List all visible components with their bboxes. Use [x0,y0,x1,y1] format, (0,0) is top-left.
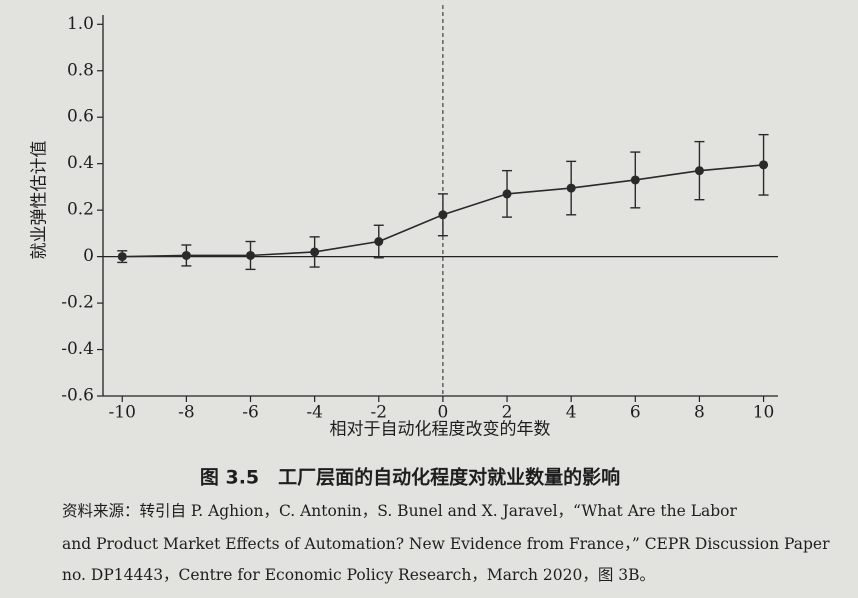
x-axis-label: 相对于自动化程度改变的年数 [330,420,551,440]
x-tick-label: 6 [630,403,641,423]
source-line: no. DP14443，Centre for Economic Policy R… [62,566,655,584]
x-tick-label: -4 [306,403,323,423]
y-tick-label: -0.4 [61,339,94,359]
y-axis-label: 就业弹性估计值 [30,141,50,260]
point [181,250,191,260]
source-line: and Product Market Effects of Automation… [62,535,830,553]
figure-caption: 图 3.5 工厂层面的自动化程度对就业数量的影响 [200,466,620,489]
point [566,183,576,193]
y-tick-label: 0.6 [67,107,94,127]
point [438,210,448,220]
x-tick-label: -10 [109,403,136,423]
y-tick-label: 1.0 [67,14,94,34]
point [502,189,512,199]
x-tick-label: 8 [694,403,705,423]
point [630,175,640,185]
y-tick-label: 0.4 [67,153,94,173]
point [374,237,384,247]
x-tick-label: 0 [437,403,448,423]
x-tick-label: -8 [178,403,195,423]
source-line: 资料来源：转引自 P. Aghion，C. Antonin，S. Bunel a… [62,502,738,520]
x-tick-label: -6 [242,403,259,423]
y-tick-label: 0.2 [67,200,94,220]
y-tick-label: -0.2 [61,293,94,313]
point [117,252,127,262]
point [310,247,320,257]
y-tick-label: -0.6 [61,386,94,406]
point [694,166,704,176]
point [759,160,769,170]
x-tick-label: 10 [753,403,775,423]
x-tick-label: 2 [502,403,513,423]
x-tick-label: -2 [370,403,387,423]
point [246,250,256,260]
y-tick-label: 0.8 [67,60,94,80]
x-tick-label: 4 [566,403,577,423]
y-tick-label: 0 [83,246,94,266]
